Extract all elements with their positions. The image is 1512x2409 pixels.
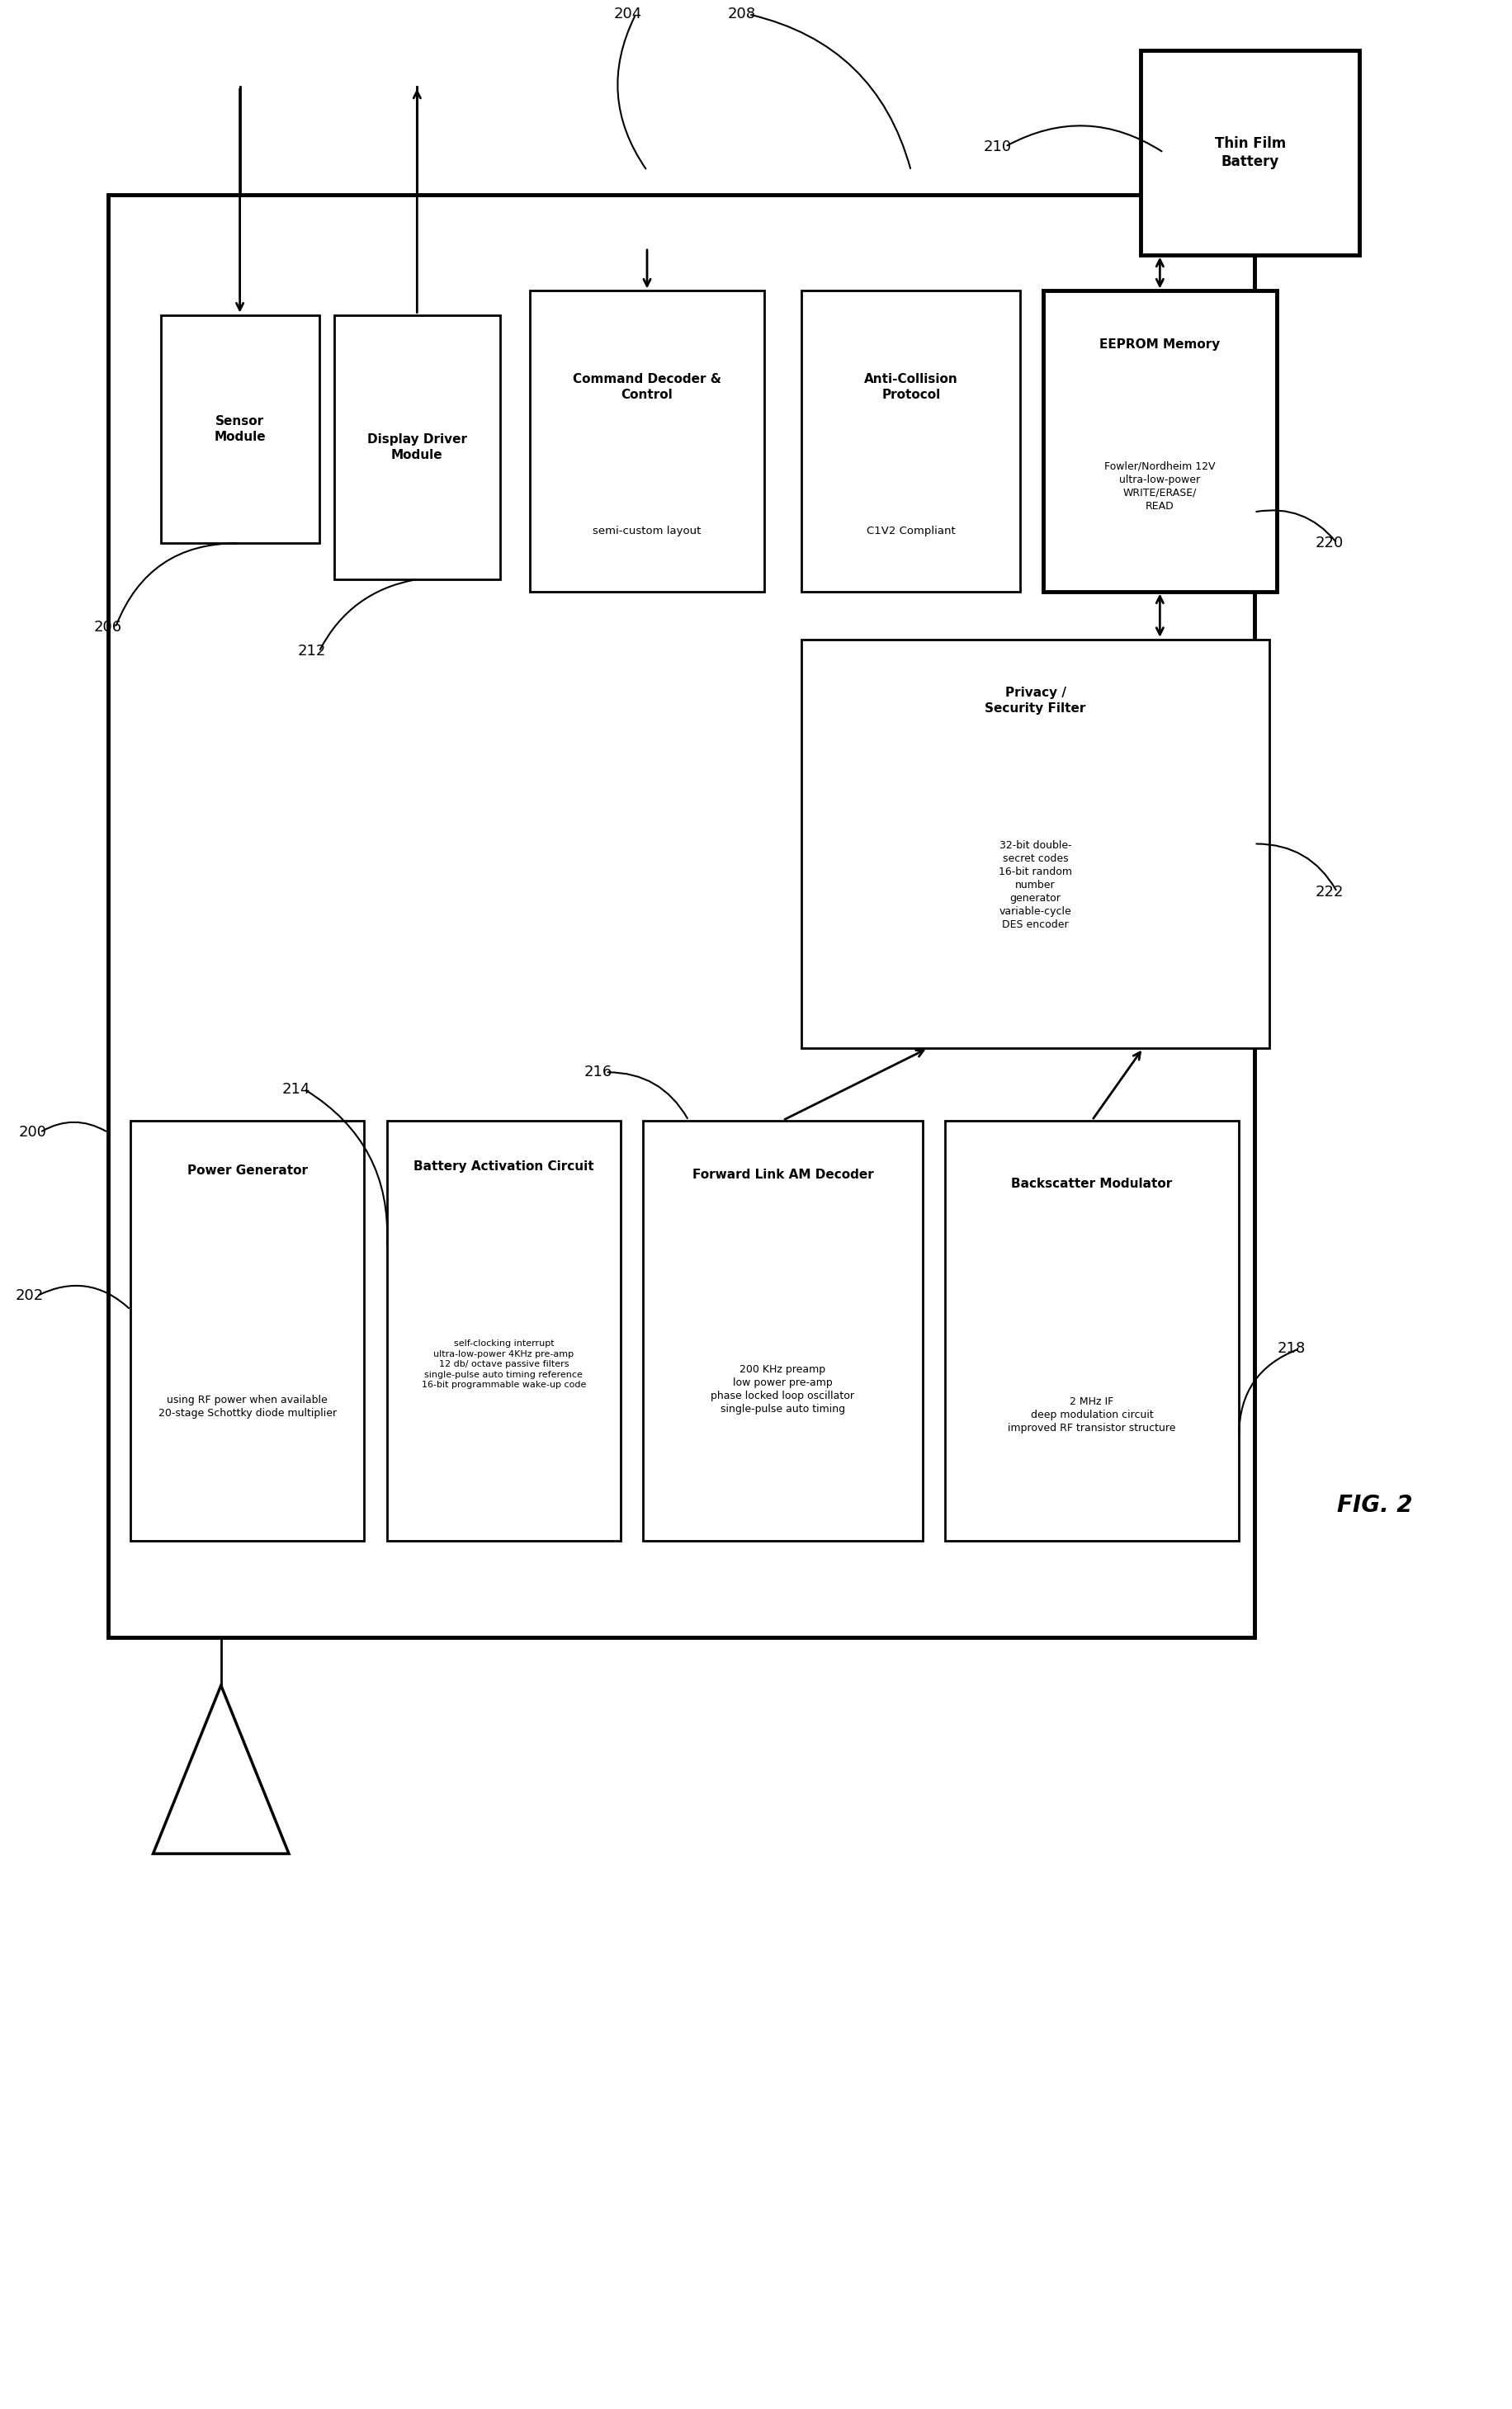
Text: Fowler/Nordheim 12V
ultra-low-power
WRITE/ERASE/
READ: Fowler/Nordheim 12V ultra-low-power WRIT…: [1104, 460, 1214, 511]
Bar: [1042, 291, 1276, 590]
Bar: [945, 1120, 1238, 1542]
Bar: [643, 1120, 922, 1542]
Bar: [107, 195, 1253, 1638]
Bar: [1140, 51, 1359, 255]
Text: 220: 220: [1315, 535, 1343, 552]
Bar: [387, 1120, 620, 1542]
Text: 32-bit double-
secret codes
16-bit random
number
generator
variable-cycle
DES en: 32-bit double- secret codes 16-bit rando…: [998, 841, 1072, 930]
Text: C1V2 Compliant: C1V2 Compliant: [866, 525, 956, 537]
Text: self-clocking interrupt
ultra-low-power 4KHz pre-amp
12 db/ octave passive filte: self-clocking interrupt ultra-low-power …: [422, 1339, 585, 1390]
Bar: [801, 291, 1019, 590]
Text: 210: 210: [983, 140, 1012, 154]
Text: 218: 218: [1278, 1342, 1305, 1356]
Text: 208: 208: [727, 7, 754, 22]
Text: 216: 216: [584, 1065, 612, 1079]
Text: 206: 206: [94, 619, 122, 636]
Bar: [130, 1120, 364, 1542]
Text: 202: 202: [15, 1289, 44, 1303]
Text: Command Decoder &
Control: Command Decoder & Control: [573, 373, 721, 400]
Text: Backscatter Modulator: Backscatter Modulator: [1012, 1178, 1172, 1190]
Text: Forward Link AM Decoder: Forward Link AM Decoder: [692, 1168, 872, 1180]
Text: semi-custom layout: semi-custom layout: [593, 525, 702, 537]
Polygon shape: [153, 1686, 289, 1853]
Text: EEPROM Memory: EEPROM Memory: [1099, 340, 1220, 352]
Text: Sensor
Module: Sensor Module: [213, 414, 266, 443]
Text: Anti-Collision
Protocol: Anti-Collision Protocol: [863, 373, 957, 400]
Bar: [334, 316, 500, 578]
Bar: [529, 291, 764, 590]
Text: Privacy /
Security Filter: Privacy / Security Filter: [984, 687, 1086, 715]
Text: 200 KHz preamp
low power pre-amp
phase locked loop oscillator
single-pulse auto : 200 KHz preamp low power pre-amp phase l…: [711, 1363, 854, 1414]
Text: 200: 200: [18, 1125, 47, 1139]
Bar: [160, 316, 319, 544]
Text: Power Generator: Power Generator: [187, 1164, 307, 1178]
Text: Thin Film
Battery: Thin Film Battery: [1214, 135, 1285, 169]
Text: Battery Activation Circuit: Battery Activation Circuit: [413, 1161, 594, 1173]
Text: 2 MHz IF
deep modulation circuit
improved RF transistor structure: 2 MHz IF deep modulation circuit improve…: [1007, 1397, 1175, 1433]
Text: 204: 204: [614, 7, 643, 22]
Text: 214: 214: [283, 1082, 310, 1096]
Bar: [801, 638, 1269, 1048]
Text: 222: 222: [1314, 884, 1343, 899]
Text: using RF power when available
20-stage Schottky diode multiplier: using RF power when available 20-stage S…: [159, 1395, 336, 1419]
Text: FIG. 2: FIG. 2: [1337, 1494, 1412, 1518]
Text: 212: 212: [298, 643, 325, 660]
Text: Display Driver
Module: Display Driver Module: [367, 434, 467, 460]
